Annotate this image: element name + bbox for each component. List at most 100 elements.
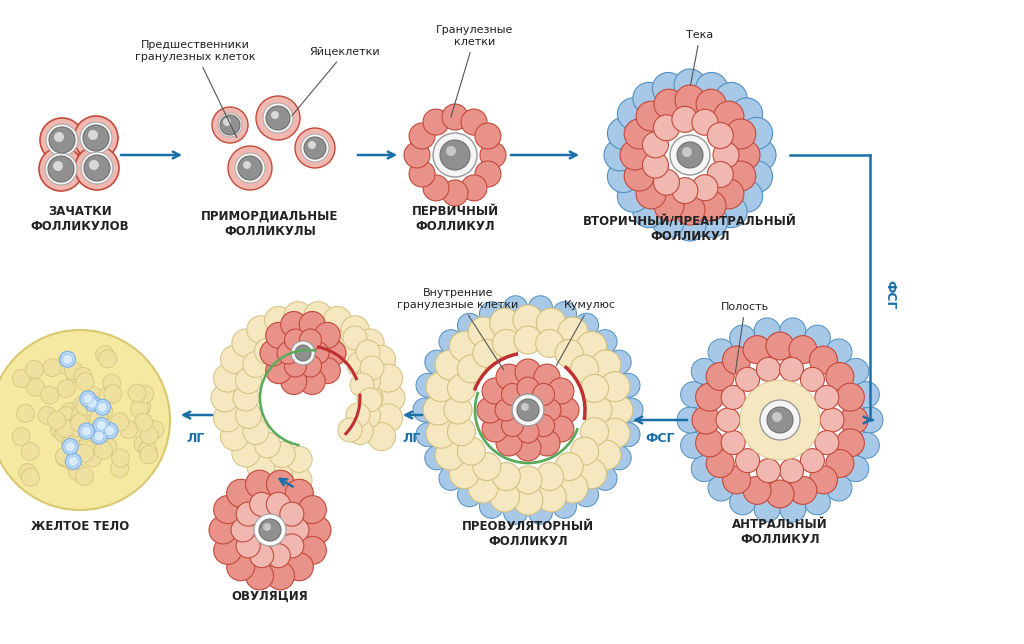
Circle shape <box>266 544 291 567</box>
Circle shape <box>558 317 588 347</box>
Circle shape <box>74 367 92 385</box>
Circle shape <box>555 453 583 480</box>
Circle shape <box>479 301 504 326</box>
Circle shape <box>295 128 335 168</box>
Circle shape <box>80 391 96 407</box>
Circle shape <box>450 332 479 361</box>
Circle shape <box>504 500 527 524</box>
Circle shape <box>112 449 130 467</box>
Circle shape <box>280 502 304 526</box>
Circle shape <box>692 175 718 201</box>
Circle shape <box>254 432 281 458</box>
Circle shape <box>104 426 115 435</box>
Circle shape <box>788 477 817 504</box>
Circle shape <box>450 459 479 489</box>
Circle shape <box>696 191 726 221</box>
Circle shape <box>708 122 733 149</box>
Circle shape <box>250 544 273 567</box>
Circle shape <box>458 483 481 507</box>
Circle shape <box>675 85 705 115</box>
Circle shape <box>652 72 684 104</box>
Circle shape <box>233 385 259 411</box>
Circle shape <box>708 339 734 365</box>
Text: Кумулюс: Кумулюс <box>556 300 616 366</box>
Circle shape <box>458 313 481 337</box>
Circle shape <box>617 180 649 212</box>
Circle shape <box>515 359 541 385</box>
Circle shape <box>243 352 269 377</box>
Circle shape <box>94 402 113 420</box>
Circle shape <box>243 419 269 444</box>
Circle shape <box>226 553 255 581</box>
Circle shape <box>231 518 255 542</box>
Circle shape <box>513 305 543 335</box>
Circle shape <box>721 386 745 410</box>
Circle shape <box>714 101 743 131</box>
Circle shape <box>477 397 503 423</box>
Circle shape <box>90 410 108 428</box>
Circle shape <box>695 205 728 238</box>
Circle shape <box>263 523 271 531</box>
Circle shape <box>426 372 456 402</box>
Circle shape <box>442 180 468 206</box>
Circle shape <box>495 399 517 421</box>
Circle shape <box>307 342 329 364</box>
Circle shape <box>826 450 854 477</box>
Circle shape <box>600 419 630 448</box>
Circle shape <box>439 466 463 490</box>
Circle shape <box>377 384 406 412</box>
Circle shape <box>691 456 717 482</box>
Circle shape <box>236 368 261 393</box>
Circle shape <box>96 421 106 430</box>
Circle shape <box>57 450 76 468</box>
Circle shape <box>220 422 249 451</box>
Circle shape <box>757 357 780 381</box>
Circle shape <box>62 439 78 455</box>
Circle shape <box>99 350 117 368</box>
Circle shape <box>743 477 771 504</box>
Circle shape <box>53 161 63 171</box>
Circle shape <box>22 442 39 460</box>
Circle shape <box>238 156 262 180</box>
Circle shape <box>574 483 598 507</box>
Circle shape <box>843 358 868 384</box>
Circle shape <box>788 336 817 364</box>
Circle shape <box>607 160 639 193</box>
Circle shape <box>740 117 772 149</box>
Circle shape <box>0 330 170 510</box>
Circle shape <box>723 346 751 374</box>
Circle shape <box>266 357 292 384</box>
Circle shape <box>577 332 606 361</box>
Circle shape <box>214 536 242 564</box>
Circle shape <box>76 444 93 462</box>
Circle shape <box>853 382 880 408</box>
Text: Гранулезные
клетки: Гранулезные клетки <box>436 25 514 117</box>
Circle shape <box>346 403 370 427</box>
Circle shape <box>735 367 760 392</box>
Circle shape <box>617 98 649 130</box>
Circle shape <box>299 355 322 377</box>
Text: Яйцеклетки: Яйцеклетки <box>292 47 380 116</box>
Circle shape <box>723 466 751 494</box>
Circle shape <box>593 330 617 354</box>
Circle shape <box>695 429 724 457</box>
Circle shape <box>84 395 100 411</box>
Text: ЗАЧАТКИ
ФОЛЛИКУЛОВ: ЗАЧАТКИ ФОЛЛИКУЛОВ <box>31 205 129 233</box>
Circle shape <box>259 519 281 541</box>
Circle shape <box>504 296 527 320</box>
Circle shape <box>246 562 273 590</box>
Circle shape <box>40 118 84 162</box>
Circle shape <box>475 123 501 149</box>
Circle shape <box>66 442 76 451</box>
Circle shape <box>134 435 153 453</box>
Circle shape <box>269 441 295 468</box>
Circle shape <box>780 318 806 344</box>
Circle shape <box>57 379 75 397</box>
Circle shape <box>350 373 374 397</box>
Circle shape <box>291 341 315 365</box>
Circle shape <box>731 98 763 130</box>
Text: ЖЕЛТОЕ ТЕЛО: ЖЕЛТОЕ ТЕЛО <box>31 520 129 533</box>
Circle shape <box>286 553 313 581</box>
Circle shape <box>440 140 470 170</box>
Circle shape <box>607 350 631 374</box>
